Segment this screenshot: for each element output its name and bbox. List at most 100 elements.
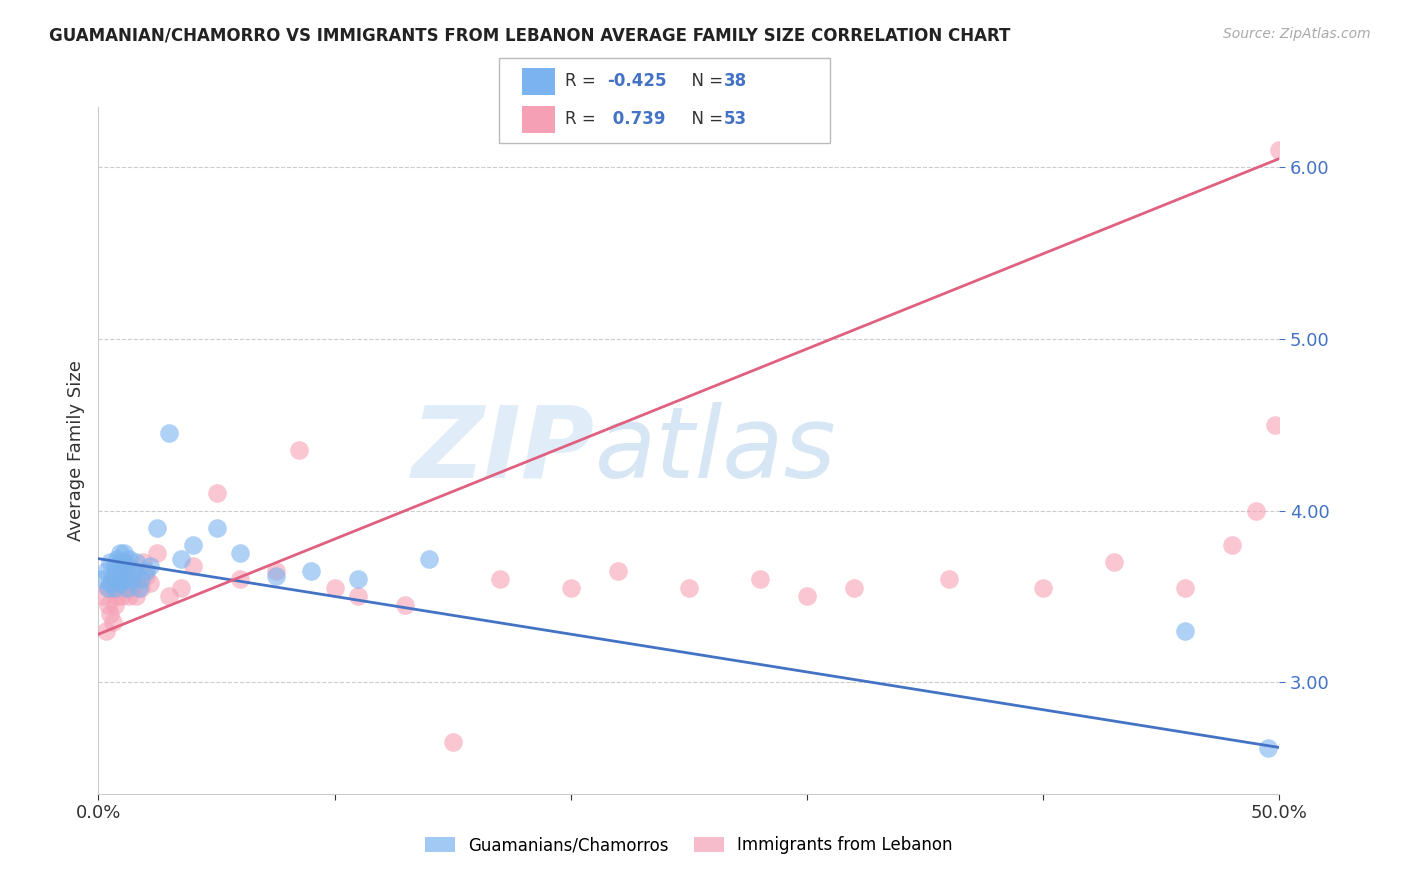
Point bbox=[139, 558, 162, 573]
Legend: Guamanians/Chamorros, Immigrants from Lebanon: Guamanians/Chamorros, Immigrants from Le… bbox=[419, 830, 959, 861]
Point bbox=[115, 581, 138, 595]
Point bbox=[132, 555, 155, 569]
Point bbox=[97, 581, 120, 595]
Point bbox=[748, 572, 770, 586]
Point bbox=[323, 581, 346, 595]
Point bbox=[115, 558, 138, 573]
Point bbox=[205, 486, 228, 500]
Point bbox=[128, 572, 150, 586]
Point bbox=[678, 581, 700, 595]
Point bbox=[98, 555, 121, 569]
Point bbox=[125, 555, 148, 569]
Text: 53: 53 bbox=[724, 111, 747, 128]
Point bbox=[91, 572, 114, 586]
Point bbox=[115, 572, 138, 586]
Point bbox=[1220, 538, 1243, 552]
Text: ZIP: ZIP bbox=[412, 402, 595, 499]
Point bbox=[205, 521, 228, 535]
Point bbox=[1102, 555, 1125, 569]
Point bbox=[157, 590, 180, 604]
Point bbox=[108, 575, 131, 590]
Point bbox=[104, 581, 127, 595]
Point bbox=[121, 572, 143, 586]
Point bbox=[108, 572, 131, 586]
Text: 38: 38 bbox=[724, 72, 747, 90]
Text: N =: N = bbox=[681, 72, 728, 90]
Text: R =: R = bbox=[565, 72, 602, 90]
Point bbox=[1174, 624, 1197, 638]
Point bbox=[139, 575, 162, 590]
Point bbox=[1032, 581, 1054, 595]
Point bbox=[112, 555, 135, 569]
Point bbox=[104, 558, 127, 573]
Point bbox=[347, 572, 370, 586]
Point bbox=[111, 555, 134, 569]
Point bbox=[299, 564, 322, 578]
Point bbox=[111, 564, 134, 578]
Point bbox=[441, 735, 464, 749]
Point bbox=[91, 590, 114, 604]
Point bbox=[94, 624, 117, 638]
Point bbox=[607, 564, 630, 578]
Point bbox=[111, 590, 134, 604]
Point bbox=[125, 590, 148, 604]
Point bbox=[1244, 503, 1267, 517]
Point bbox=[101, 615, 124, 630]
Point bbox=[105, 572, 128, 586]
Point bbox=[104, 598, 127, 612]
Point bbox=[97, 581, 120, 595]
Point bbox=[129, 572, 152, 586]
Point bbox=[347, 590, 370, 604]
Point bbox=[104, 572, 127, 586]
Point bbox=[121, 581, 143, 595]
Point bbox=[108, 546, 131, 561]
Point bbox=[418, 551, 440, 566]
Point bbox=[1264, 417, 1286, 432]
Point bbox=[560, 581, 582, 595]
Point bbox=[264, 564, 287, 578]
Point bbox=[146, 546, 169, 561]
Y-axis label: Average Family Size: Average Family Size bbox=[66, 360, 84, 541]
Point bbox=[112, 572, 135, 586]
Text: Source: ZipAtlas.com: Source: ZipAtlas.com bbox=[1223, 27, 1371, 41]
Point bbox=[489, 572, 512, 586]
Point bbox=[157, 426, 180, 441]
Point bbox=[105, 551, 128, 566]
Point bbox=[101, 581, 124, 595]
Point bbox=[938, 572, 960, 586]
Point bbox=[844, 581, 866, 595]
Point bbox=[1257, 740, 1279, 755]
Point bbox=[264, 569, 287, 583]
Point bbox=[111, 564, 134, 578]
Point bbox=[94, 564, 117, 578]
Text: R =: R = bbox=[565, 111, 602, 128]
Point bbox=[122, 564, 145, 578]
Point bbox=[128, 581, 150, 595]
Point bbox=[288, 443, 311, 458]
Point bbox=[229, 546, 252, 561]
Point bbox=[181, 538, 204, 552]
Point bbox=[97, 598, 120, 612]
Point bbox=[98, 607, 121, 621]
Point bbox=[118, 551, 141, 566]
Text: atlas: atlas bbox=[595, 402, 837, 499]
Point bbox=[105, 581, 128, 595]
Point bbox=[135, 569, 157, 583]
Point bbox=[146, 521, 169, 535]
Point bbox=[170, 551, 193, 566]
Point bbox=[229, 572, 252, 586]
Text: 0.739: 0.739 bbox=[607, 111, 666, 128]
Point bbox=[112, 581, 135, 595]
Point bbox=[112, 546, 135, 561]
Point bbox=[135, 564, 157, 578]
Point bbox=[394, 598, 416, 612]
Text: N =: N = bbox=[681, 111, 728, 128]
Point bbox=[105, 590, 128, 604]
Point bbox=[1174, 581, 1197, 595]
Point bbox=[98, 575, 121, 590]
Point bbox=[101, 569, 124, 583]
Point bbox=[122, 564, 145, 578]
Text: -0.425: -0.425 bbox=[607, 72, 666, 90]
Point bbox=[1268, 143, 1291, 157]
Point bbox=[118, 590, 141, 604]
